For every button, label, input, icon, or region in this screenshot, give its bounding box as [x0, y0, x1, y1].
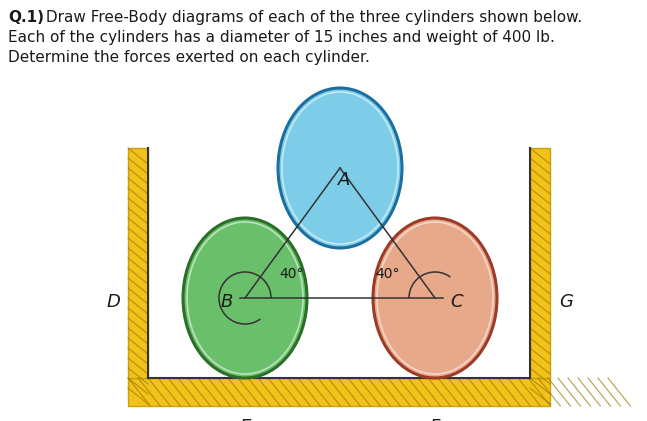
- Text: Q.1): Q.1): [8, 10, 44, 25]
- Text: Determine the forces exerted on each cylinder.: Determine the forces exerted on each cyl…: [8, 50, 370, 65]
- Bar: [148, 148, 530, 378]
- Ellipse shape: [373, 218, 497, 378]
- Text: E: E: [239, 418, 250, 421]
- Ellipse shape: [278, 88, 402, 248]
- Text: D: D: [106, 293, 120, 311]
- Ellipse shape: [183, 218, 307, 378]
- Text: F: F: [430, 418, 440, 421]
- Text: C: C: [451, 293, 463, 311]
- Text: Draw Free-Body diagrams of each of the three cylinders shown below.: Draw Free-Body diagrams of each of the t…: [41, 10, 582, 25]
- Text: B: B: [221, 293, 233, 311]
- Text: 40°: 40°: [279, 267, 303, 281]
- Bar: [128, 148, 148, 378]
- Text: G: G: [559, 293, 573, 311]
- Text: A: A: [338, 171, 350, 189]
- Text: Each of the cylinders has a diameter of 15 inches and weight of 400 lb.: Each of the cylinders has a diameter of …: [8, 30, 555, 45]
- Text: 40°: 40°: [375, 267, 399, 281]
- Bar: [530, 148, 550, 378]
- Bar: [128, 378, 550, 406]
